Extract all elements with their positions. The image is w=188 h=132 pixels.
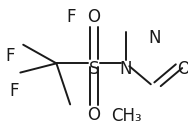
Text: F: F — [6, 47, 15, 65]
Text: N: N — [120, 60, 132, 78]
Text: O: O — [177, 60, 188, 78]
Text: F: F — [9, 82, 19, 100]
Text: CH₃: CH₃ — [111, 107, 141, 125]
Text: N: N — [148, 29, 160, 47]
Text: S: S — [89, 60, 99, 78]
Text: O: O — [87, 106, 101, 124]
Text: O: O — [87, 8, 101, 26]
Text: F: F — [67, 8, 76, 26]
